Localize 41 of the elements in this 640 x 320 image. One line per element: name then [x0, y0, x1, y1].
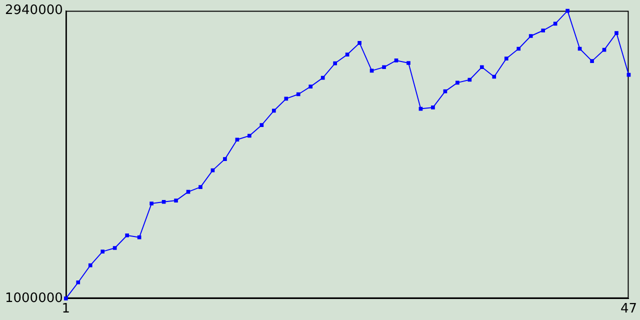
point — [308, 84, 313, 88]
point — [333, 61, 337, 66]
point — [64, 296, 68, 300]
point — [100, 250, 105, 254]
point — [235, 138, 240, 142]
point — [150, 202, 154, 206]
point — [406, 61, 410, 65]
point — [614, 31, 618, 35]
point — [223, 157, 227, 161]
point — [541, 28, 545, 32]
point — [626, 72, 631, 77]
point — [358, 41, 362, 45]
y-tick-label: 1000000 — [4, 290, 63, 306]
point — [456, 80, 460, 85]
point — [394, 58, 398, 62]
point — [76, 280, 80, 284]
point — [516, 46, 521, 51]
x-tick-label: 1 — [62, 302, 70, 317]
point — [296, 92, 300, 96]
point — [198, 185, 202, 189]
point — [528, 34, 533, 38]
point — [174, 198, 178, 202]
point — [590, 59, 594, 63]
point — [382, 65, 386, 70]
point — [248, 134, 252, 138]
point — [260, 123, 264, 128]
point — [112, 246, 117, 250]
point — [504, 56, 508, 60]
point — [566, 8, 570, 13]
point — [345, 52, 350, 56]
point — [284, 96, 288, 101]
point — [492, 74, 496, 79]
y-tick-label: 2940000 — [4, 3, 63, 18]
point — [320, 76, 325, 80]
point — [272, 108, 276, 113]
point — [125, 233, 129, 238]
point — [162, 200, 166, 204]
x-tick-label: 47 — [620, 302, 637, 317]
point — [480, 65, 484, 70]
point — [88, 263, 92, 268]
point — [431, 106, 435, 110]
